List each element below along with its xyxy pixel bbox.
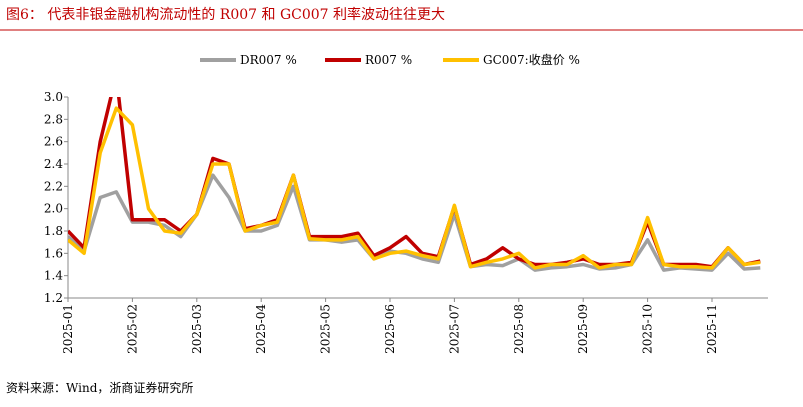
x-tick-label: 2025-10: [641, 304, 655, 354]
source-note: 资料来源：Wind，浙商证券研究所: [6, 380, 193, 395]
y-tick-label: 1.2: [44, 291, 63, 305]
x-tick-label: 2025-07: [447, 304, 461, 354]
x-tick-label: 2025-05: [319, 304, 333, 354]
legend-label: GC007:收盘价 %: [483, 52, 580, 67]
series-line: [68, 106, 761, 270]
y-tick-label: 1.4: [44, 269, 63, 283]
x-tick-label: 2025-04: [254, 304, 268, 354]
y-tick-label: 2.0: [44, 202, 63, 216]
series-line: [68, 173, 761, 272]
legend-label: DR007 %: [240, 53, 297, 67]
legend-label: R007 %: [365, 53, 412, 67]
series-line: [68, 97, 761, 269]
y-tick-label: 1.8: [44, 224, 63, 238]
x-tick-label: 2025-03: [190, 304, 204, 354]
y-tick-label: 1.6: [44, 246, 63, 260]
chart-title: 图6： 代表非银金融机构流动性的 R007 和 GC007 利率波动往往更大: [6, 6, 445, 23]
y-tick-label: 2.6: [44, 135, 63, 149]
x-tick-label: 2025-02: [125, 304, 139, 354]
x-tick-label: 2025-08: [512, 304, 526, 354]
x-tick-label: 2025-11: [705, 304, 719, 354]
y-tick-label: 2.4: [44, 157, 63, 171]
y-tick-label: 2.8: [44, 112, 63, 126]
x-tick-label: 2025-01: [61, 304, 75, 354]
y-tick-label: 3.0: [44, 90, 63, 104]
x-tick-label: 2025-09: [576, 304, 590, 354]
y-tick-label: 2.2: [44, 179, 63, 193]
plot-area: [68, 97, 761, 272]
x-tick-label: 2025-06: [383, 304, 397, 354]
